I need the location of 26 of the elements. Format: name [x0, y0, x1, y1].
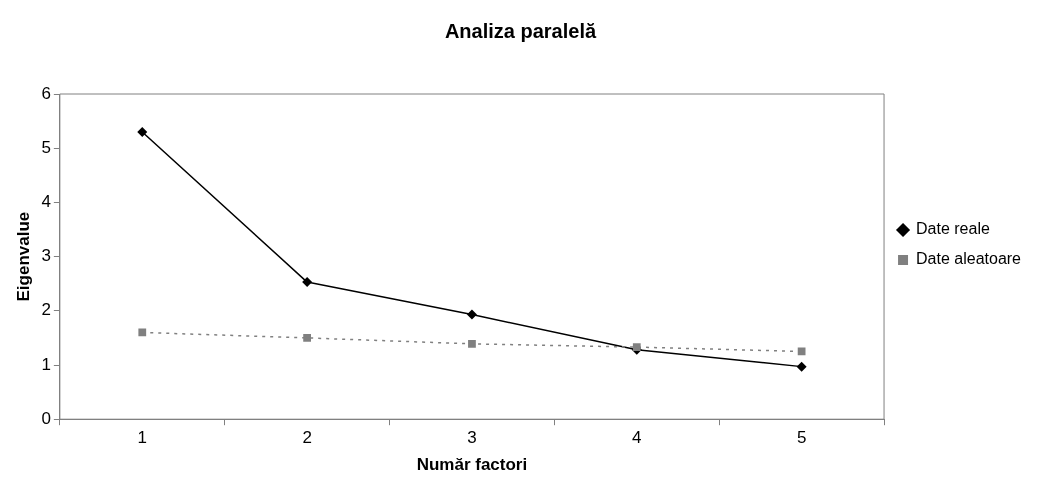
x-tick-label: 1	[137, 428, 148, 448]
x-axis-title: Număr factori	[416, 455, 528, 475]
point	[303, 334, 311, 342]
y-tick-label: 0	[41, 408, 51, 428]
legend-label: Date reale	[916, 220, 990, 238]
y-tick-label: 2	[41, 300, 51, 320]
point	[797, 347, 806, 356]
legend-label: Date aleatoare	[916, 250, 1022, 268]
chart-title: Analiza paralelă	[444, 19, 597, 42]
point	[466, 309, 477, 320]
y-tick-label: 3	[41, 246, 51, 266]
x-tick-label: 2	[302, 428, 312, 448]
point	[138, 328, 147, 337]
y-tick-label: 1	[41, 354, 51, 374]
point	[302, 277, 313, 288]
y-tick-label: 5	[41, 137, 51, 157]
x-tick-label: 3	[467, 428, 477, 448]
point	[632, 343, 641, 351]
point	[468, 339, 476, 348]
y-tick-label: 6	[41, 83, 51, 103]
point	[796, 361, 807, 372]
y-tick-label: 4	[41, 192, 51, 212]
x-tick-label: 4	[632, 428, 642, 448]
y-axis-title: Eigenvalue	[13, 211, 33, 302]
x-tick-label: 5	[796, 428, 807, 448]
point	[137, 126, 148, 137]
